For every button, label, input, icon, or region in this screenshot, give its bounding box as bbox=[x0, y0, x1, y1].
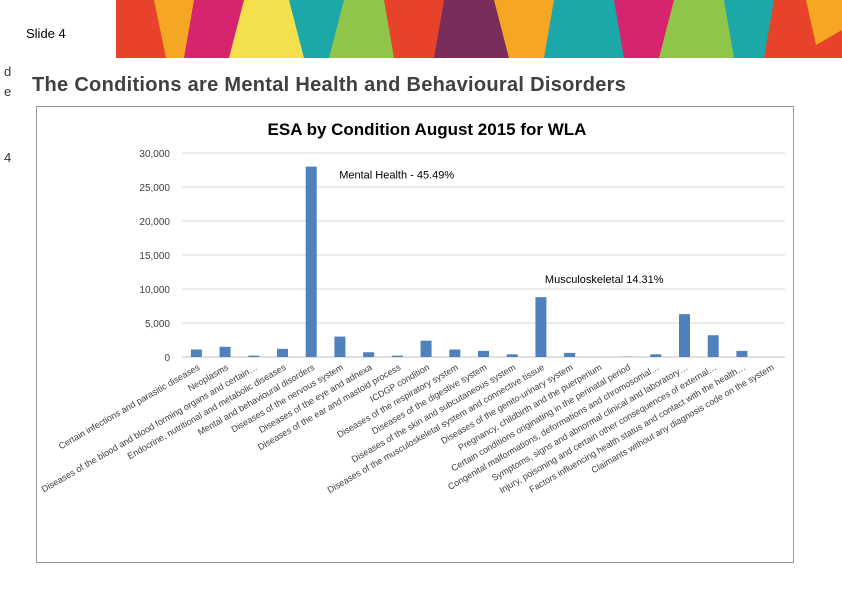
slide-label: Slide 4 bbox=[26, 26, 66, 41]
bar-chart: ESA by Condition August 2015 for WLA 0 5,… bbox=[40, 120, 785, 495]
bar bbox=[449, 349, 461, 357]
slide-number: 4 bbox=[4, 150, 12, 165]
annotation-musculoskeletal: Musculoskeletal 14.31% bbox=[545, 274, 664, 286]
bar bbox=[305, 166, 317, 357]
annotations: Mental Health - 45.49% Musculoskeletal 14… bbox=[339, 170, 664, 287]
bar bbox=[650, 354, 662, 357]
decorative-banner bbox=[116, 0, 842, 58]
y-tick-label: 5,000 bbox=[145, 319, 170, 330]
bar bbox=[420, 340, 432, 357]
bar bbox=[219, 346, 231, 357]
gridlines bbox=[182, 152, 785, 358]
annotation-mental-health: Mental Health - 45.49% bbox=[339, 170, 454, 182]
y-tick-label: 30,000 bbox=[139, 149, 170, 160]
y-tick-labels: 0 5,000 10,000 15,000 20,000 25,000 30,000 bbox=[139, 149, 170, 364]
bar bbox=[535, 297, 547, 357]
y-tick-label: 10,000 bbox=[139, 285, 170, 296]
slide-title: The Conditions are Mental Health and Beh… bbox=[32, 74, 627, 96]
bar bbox=[190, 349, 202, 357]
bar bbox=[478, 350, 489, 357]
y-tick-label: 25,000 bbox=[139, 183, 170, 194]
bar bbox=[248, 355, 260, 357]
bar bbox=[707, 335, 719, 357]
bar bbox=[363, 352, 375, 357]
bars bbox=[190, 166, 748, 357]
chart-frame: ESA by Condition August 2015 for WLA 0 5,… bbox=[36, 106, 794, 563]
bar bbox=[736, 350, 748, 357]
y-tick-label: 0 bbox=[164, 353, 170, 364]
x-tick-labels: Certain infections and parasitic disease… bbox=[40, 362, 776, 495]
bar bbox=[334, 336, 346, 357]
side-text-fragment: d e bbox=[4, 64, 12, 99]
bar bbox=[506, 354, 518, 357]
bar bbox=[391, 355, 403, 357]
chart-title: ESA by Condition August 2015 for WLA bbox=[268, 120, 587, 139]
bar bbox=[679, 314, 690, 357]
y-tick-label: 15,000 bbox=[139, 251, 170, 262]
bar bbox=[564, 352, 576, 357]
x-tick-label: Diseases of the blood and blood forming … bbox=[40, 362, 259, 494]
bar bbox=[277, 348, 288, 357]
y-tick-label: 20,000 bbox=[139, 217, 170, 228]
